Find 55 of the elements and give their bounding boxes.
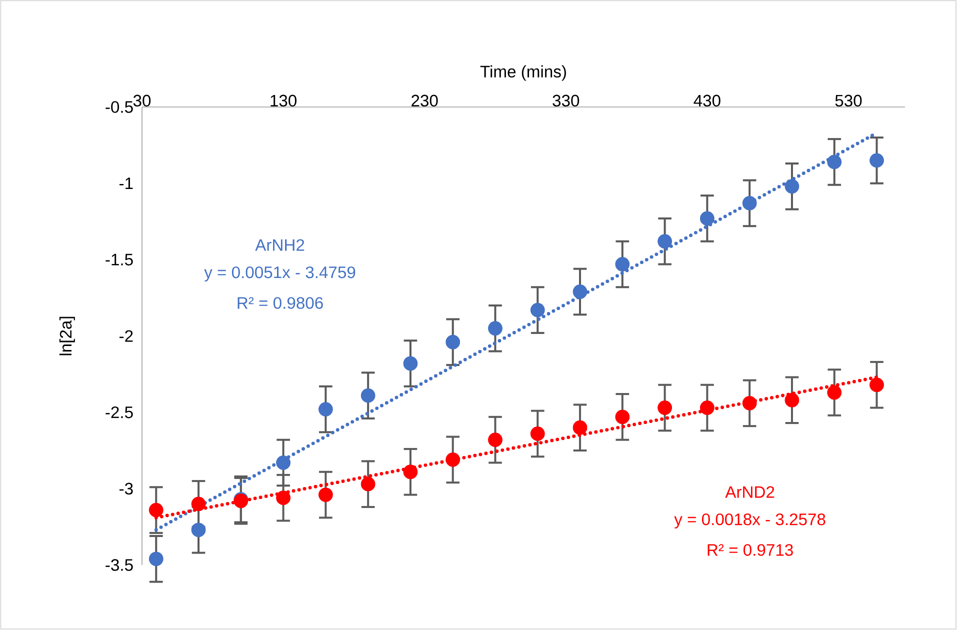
point bbox=[530, 426, 545, 441]
y-tick-label: -3 bbox=[120, 482, 133, 495]
point bbox=[658, 400, 672, 415]
point bbox=[700, 211, 714, 226]
point bbox=[276, 490, 290, 506]
point bbox=[191, 496, 206, 512]
point bbox=[572, 420, 588, 435]
text: ArNH2 bbox=[255, 239, 304, 251]
x-tick-label: 130 bbox=[270, 94, 296, 107]
y-axis-title: ln[2a] bbox=[59, 316, 75, 356]
point bbox=[403, 356, 418, 371]
y-tick-label: -1.5 bbox=[106, 254, 133, 266]
point bbox=[446, 452, 460, 467]
point bbox=[742, 396, 757, 410]
point bbox=[360, 388, 376, 403]
point bbox=[742, 196, 757, 210]
x-tick-label: 30 bbox=[133, 94, 151, 107]
x-tick-label: 330 bbox=[552, 94, 580, 107]
point bbox=[360, 476, 376, 492]
point bbox=[700, 400, 714, 415]
point bbox=[615, 410, 630, 424]
annotation: y = 0.0018x - 3.2578 bbox=[674, 513, 826, 529]
annotation: R² = 0.9713 bbox=[708, 544, 793, 556]
point bbox=[784, 179, 800, 194]
point bbox=[191, 522, 206, 538]
point bbox=[572, 284, 588, 299]
text: ArND2 bbox=[725, 486, 774, 498]
point bbox=[488, 321, 502, 336]
point bbox=[530, 302, 545, 318]
point bbox=[403, 464, 418, 480]
point bbox=[148, 502, 164, 518]
point bbox=[148, 552, 164, 566]
x-tick-label: 530 bbox=[835, 94, 862, 107]
x-axis-title: Time (mins) bbox=[480, 65, 566, 81]
point bbox=[446, 334, 460, 350]
point bbox=[658, 234, 672, 249]
x-tick-label: 430 bbox=[694, 94, 720, 107]
x-tick-label: 230 bbox=[412, 94, 438, 107]
point bbox=[318, 402, 333, 416]
point bbox=[488, 432, 502, 448]
point bbox=[827, 154, 842, 170]
point bbox=[784, 392, 800, 408]
y-tick-label: -1 bbox=[120, 178, 133, 190]
point bbox=[870, 153, 884, 168]
point bbox=[827, 385, 842, 400]
point bbox=[318, 488, 333, 502]
point bbox=[870, 378, 884, 392]
point bbox=[276, 456, 290, 470]
annotation: R² = 0.9806 bbox=[238, 297, 323, 309]
y-tick-label: -2 bbox=[120, 330, 133, 342]
point bbox=[615, 257, 630, 272]
y-tick-label: -3.5 bbox=[106, 559, 133, 571]
y-tick-label: -0.5 bbox=[106, 101, 133, 113]
annotation: y = 0.0051x - 3.4759 bbox=[204, 266, 356, 282]
y-tick-label: -2.5 bbox=[106, 406, 133, 418]
